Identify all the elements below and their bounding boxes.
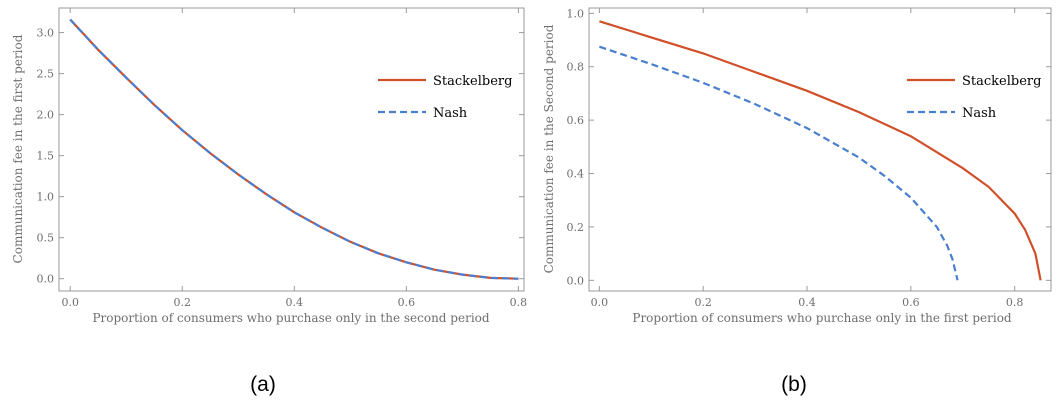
ticks: 0.0 0.2 0.4 0.6 0.8 0.0 0.5 1.0 1.5 2.0 2.5 3.0 [37, 8, 528, 309]
y-tick-label: 0.0 [37, 273, 55, 286]
x-tick-label: 0.0 [61, 296, 79, 309]
plot-frame [58, 7, 525, 292]
y-axis-label: Communication fee in the first period [11, 34, 25, 263]
x-tick-label: 0.4 [798, 296, 816, 309]
x-tick-label: 0.8 [1006, 296, 1024, 309]
legend: Stackelberg Nash [907, 74, 1041, 121]
y-tick-label: 1.0 [567, 7, 585, 20]
chart-panel-b: Proportion of consumers who purchase onl… [542, 7, 1052, 396]
y-tick-label: 0.0 [567, 274, 585, 287]
y-tick-label: 1.5 [37, 150, 55, 163]
chart-panel-a: Proportion of consumers who purchase onl… [11, 7, 528, 396]
x-tick-label: 0.8 [510, 296, 528, 309]
x-tick-label: 0.2 [174, 296, 192, 309]
series-line-nash [599, 45, 959, 281]
panel-label: (b) [781, 373, 807, 396]
panel-label: (a) [250, 373, 276, 396]
x-axis-label: Proportion of consumers who purchase onl… [632, 311, 1012, 325]
legend: Stackelberg Nash [378, 74, 512, 121]
ticks: 0.0 0.2 0.4 0.6 0.8 0.0 0.2 0.4 0.6 0.8 1.0 [567, 7, 1051, 309]
y-tick-label: 2.5 [37, 68, 55, 81]
series-line-stackelberg [599, 20, 1042, 281]
x-axis-label: Proportion of consumers who purchase onl… [92, 311, 489, 325]
x-tick-label: 0.4 [286, 296, 304, 309]
y-axis-label: Communication fee in the Second period [542, 24, 556, 273]
y-tick-label: 0.8 [567, 61, 585, 74]
legend-label-nash: Nash [962, 106, 997, 121]
x-tick-label: 0.6 [398, 296, 416, 309]
y-tick-label: 0.5 [37, 232, 55, 245]
legend-label-nash: Nash [433, 106, 468, 121]
plot-frame [588, 7, 1052, 292]
y-tick-label: 2.0 [37, 109, 55, 122]
y-tick-label: 0.2 [567, 221, 585, 234]
legend-label-stackelberg: Stackelberg [433, 74, 512, 89]
series-group [599, 20, 1042, 281]
x-tick-label: 0.6 [902, 296, 920, 309]
x-tick-label: 0.2 [694, 296, 712, 309]
x-tick-label: 0.0 [591, 296, 609, 309]
y-tick-label: 0.6 [567, 114, 585, 127]
series-group [69, 18, 519, 280]
series-line-stackelberg [69, 18, 519, 280]
y-tick-label: 3.0 [37, 27, 55, 40]
series-line-nash [69, 18, 519, 280]
y-tick-label: 1.0 [37, 191, 55, 204]
legend-label-stackelberg: Stackelberg [962, 74, 1041, 89]
y-tick-label: 0.4 [567, 168, 585, 181]
